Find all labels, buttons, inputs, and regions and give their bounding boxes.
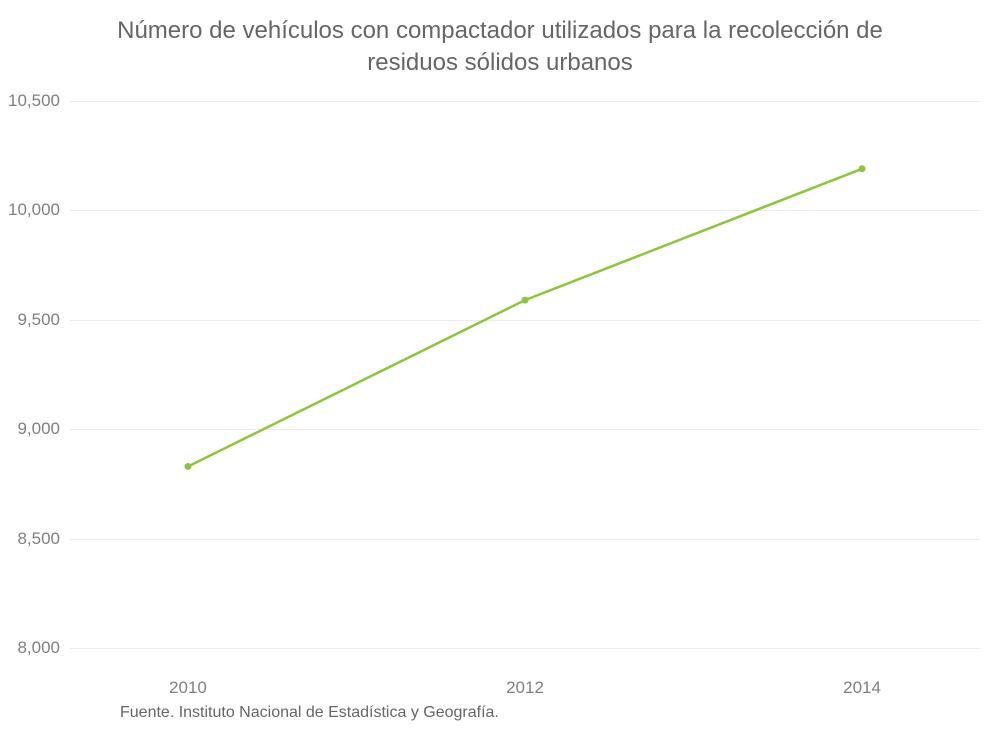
- y-tick-label: 10,500: [5, 91, 60, 111]
- chart-title: Número de vehículos con compactador util…: [0, 15, 1000, 80]
- data-point: [184, 463, 191, 470]
- data-point: [522, 297, 529, 304]
- line-series: [70, 90, 980, 670]
- x-tick-label: 2014: [843, 678, 881, 698]
- chart-container: Número de vehículos con compactador util…: [0, 0, 1000, 730]
- plot-area: [70, 90, 980, 670]
- y-tick-label: 9,500: [5, 310, 60, 330]
- x-tick-label: 2010: [169, 678, 207, 698]
- y-tick-label: 10,000: [5, 200, 60, 220]
- y-tick-label: 8,000: [5, 638, 60, 658]
- source-note: Fuente. Instituto Nacional de Estadístic…: [120, 704, 499, 722]
- series-line: [188, 169, 862, 467]
- y-tick-label: 8,500: [5, 529, 60, 549]
- x-tick-label: 2012: [506, 678, 544, 698]
- data-point: [859, 165, 866, 172]
- y-tick-label: 9,000: [5, 419, 60, 439]
